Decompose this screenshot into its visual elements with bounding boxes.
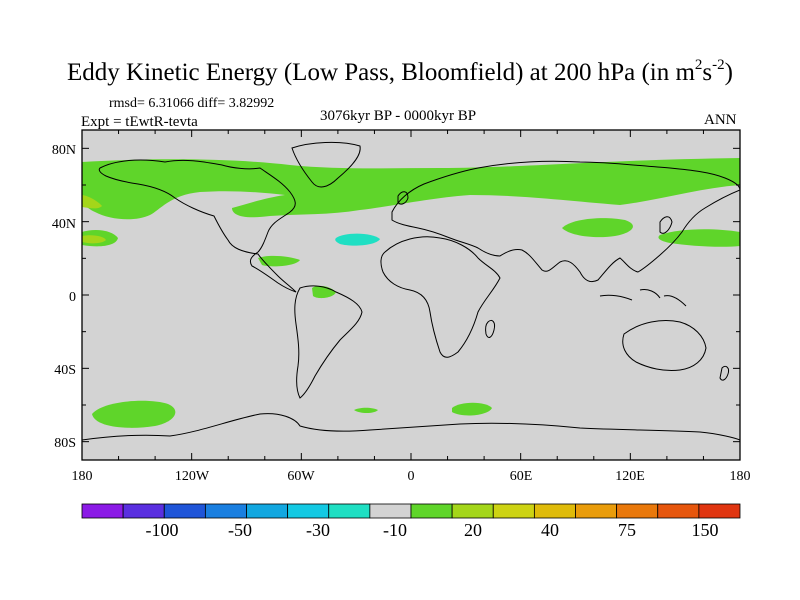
season-label: ANN [704, 112, 737, 128]
colorbar-label: -30 [306, 520, 330, 540]
contour-so-indian [452, 402, 492, 416]
colorbar-swatch [492, 503, 535, 519]
colorbar [81, 503, 741, 519]
x-tick-60e: 60E [509, 469, 533, 484]
x-tick-180w: 180 [71, 469, 93, 484]
contour-caribbean [258, 255, 300, 267]
coast-south-america [294, 285, 363, 399]
colorbar-swatch [81, 503, 124, 519]
contour-so-pacific [92, 400, 176, 428]
y-tick-40n: 40N [51, 217, 76, 232]
chart-title: Eddy Kinetic Energy (Low Pass, Bloomfiel… [67, 57, 733, 87]
contour-nh-band [82, 158, 740, 220]
colorbar-label: 150 [691, 520, 719, 540]
y-tick-80s: 80S [54, 436, 76, 451]
x-tick-0: 0 [407, 469, 415, 484]
colorbar-swatch [451, 503, 494, 519]
colorbar-swatch [287, 503, 330, 519]
colorbar-label: 40 [541, 520, 559, 540]
contour-so-atlantic [354, 407, 378, 413]
colorbar-swatch [575, 503, 618, 519]
coast-britain [397, 191, 409, 205]
colorbar-label: -10 [383, 520, 407, 540]
coast-madagascar [485, 319, 495, 338]
coast-africa [380, 236, 501, 358]
colorbar-label: 75 [618, 520, 636, 540]
contour-npac-east [82, 195, 102, 209]
contour-central-asia [562, 218, 633, 238]
x-tick-180e: 180 [729, 469, 751, 484]
x-tick-120w: 120W [174, 469, 210, 484]
colorbar-swatch [369, 503, 412, 519]
y-tick-40s: 40S [54, 363, 76, 378]
colorbar-swatch [246, 503, 289, 519]
contour-fills [82, 158, 740, 428]
coast-new-zealand [719, 365, 729, 381]
axis-ticks [81, 130, 741, 460]
y-tick-80n: 80N [51, 143, 76, 158]
x-tick-120e: 120E [615, 469, 645, 484]
coast-north-america [98, 159, 297, 293]
colorbar-swatch [698, 503, 741, 519]
coast-australia [622, 320, 707, 371]
colorbar-swatch [657, 503, 700, 519]
coastlines [82, 141, 740, 441]
colorbar-label: 20 [464, 520, 482, 540]
contour-dateline-core [82, 235, 106, 244]
colorbar-swatch [328, 503, 371, 519]
colorbar-swatch [122, 503, 165, 519]
colorbar-swatch [410, 503, 453, 519]
coast-maritime-continent [599, 289, 687, 307]
coast-japan [659, 216, 673, 234]
coast-eurasia [391, 160, 740, 283]
colorbar-swatch [204, 503, 247, 519]
period-label: 3076kyr BP - 0000kyr BP [320, 108, 477, 124]
coast-antarctica [82, 413, 740, 441]
stats-text: rmsd= 6.31066 diff= 3.82992 [109, 96, 275, 111]
x-tick-60w: 60W [287, 469, 315, 484]
colorbar-swatch [533, 503, 576, 519]
colorbar-label: -100 [145, 520, 179, 540]
colorbar-label: -50 [228, 520, 252, 540]
colorbar-swatch [163, 503, 206, 519]
contour-wpac [658, 229, 740, 247]
experiment-label: Expt = tEwtR-tevta [81, 114, 198, 130]
y-tick-0: 0 [69, 290, 76, 305]
coast-greenland [291, 141, 361, 188]
contour-atlantic-negative [335, 233, 380, 246]
colorbar-swatch [616, 503, 659, 519]
